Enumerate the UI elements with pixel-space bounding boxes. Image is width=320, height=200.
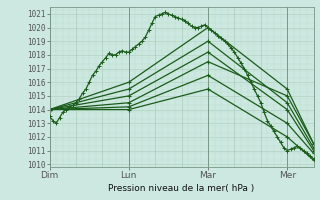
X-axis label: Pression niveau de la mer( hPa ): Pression niveau de la mer( hPa )	[108, 184, 255, 193]
